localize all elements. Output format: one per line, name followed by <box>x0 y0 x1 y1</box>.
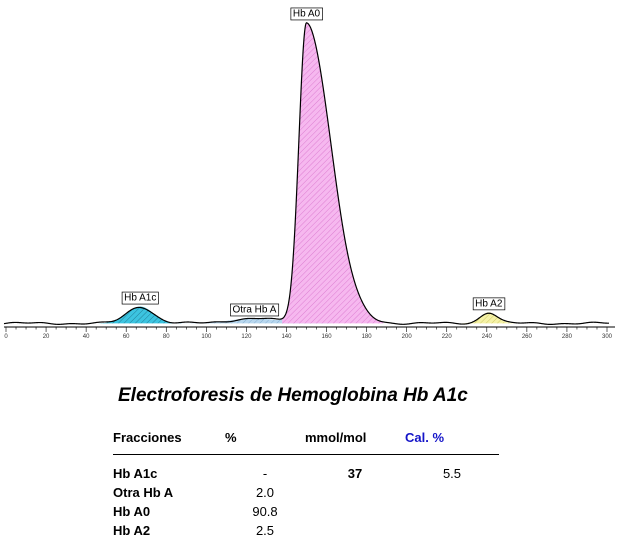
table-row: Hb A2 2.5 <box>113 521 499 540</box>
fraction-percent: 2.0 <box>255 485 275 500</box>
x-tick-label: 200 <box>402 334 413 340</box>
peak-label-box <box>472 297 506 311</box>
table-row: Otra Hb A 2.0 <box>113 483 499 502</box>
x-tick-label: 280 <box>562 334 573 340</box>
peak-label-text: Hb A1c <box>124 293 156 304</box>
x-tick-label: 80 <box>163 334 170 340</box>
spacer-row <box>113 455 499 465</box>
x-tick-label: 240 <box>482 334 493 340</box>
peak-label: Hb A1c <box>121 291 159 305</box>
fraction-percent: 2.5 <box>255 523 275 538</box>
fractions-table: Fracciones % mmol/mol Cal. % Hb A1c - 37… <box>113 428 499 540</box>
peak-label: Otra Hb A <box>230 303 280 317</box>
x-tick-label: 300 <box>602 334 613 340</box>
x-tick-label: 0 <box>4 334 8 340</box>
peak-fills <box>98 22 516 324</box>
x-tick-label: 180 <box>362 334 373 340</box>
x-tick-label: 140 <box>281 334 292 340</box>
x-tick-label: 40 <box>83 334 90 340</box>
fraction-name: Hb A0 <box>113 504 151 519</box>
fraction-cal <box>405 483 499 502</box>
peak-labels: Hb A1c Otra Hb A Hb A0 Hb A2 <box>121 7 506 317</box>
fraction-percent: - <box>262 466 268 481</box>
fraction-mmol <box>305 521 405 540</box>
fraction-percent: 90.8 <box>252 504 278 519</box>
peak-fill <box>282 22 384 324</box>
fraction-name: Hb A1c <box>113 466 158 481</box>
x-tick-label: 100 <box>201 334 212 340</box>
table-header-row: Fracciones % mmol/mol Cal. % <box>113 428 499 455</box>
peak-fill <box>98 306 182 324</box>
fraction-name: Hb A2 <box>113 523 151 538</box>
fraction-mmol <box>305 502 405 521</box>
x-tick-label: 20 <box>43 334 50 340</box>
fraction-mmol <box>305 483 405 502</box>
table-row: Hb A0 90.8 <box>113 502 499 521</box>
x-tick-label: 120 <box>241 334 252 340</box>
fraction-name: Otra Hb A <box>113 485 174 500</box>
fraction-mmol: 37 <box>347 466 363 481</box>
header-mmol: mmol/mol <box>305 428 405 455</box>
table-row: Hb A1c - 37 5.5 <box>113 464 499 483</box>
fraction-cal: 5.5 <box>442 466 462 481</box>
curve-layer <box>3 22 609 325</box>
trace-curve <box>3 22 609 325</box>
report-title: Electroforesis de Hemoglobina Hb A1c <box>118 385 468 406</box>
header-fractions: Fracciones <box>113 428 225 455</box>
peak-label-text: Hb A0 <box>293 8 321 19</box>
peak-label-text: Hb A2 <box>475 298 503 309</box>
fraction-cal <box>405 521 499 540</box>
fraction-cal <box>405 502 499 521</box>
peak-label-box <box>290 7 323 21</box>
peak-label-box <box>230 303 280 317</box>
peak-label-box <box>121 291 159 305</box>
peak-label-text: Otra Hb A <box>232 304 276 315</box>
header-cal: Cal. % <box>405 428 499 455</box>
x-tick-label: 60 <box>123 334 130 340</box>
x-tick-label: 220 <box>442 334 453 340</box>
x-tick-label: 160 <box>322 334 333 340</box>
header-percent: % <box>225 428 305 455</box>
peak-label: Hb A0 <box>290 7 323 21</box>
x-tick-label: 260 <box>522 334 533 340</box>
x-axis: 0 20 40 60 80 100 120 140 160 180 200 220 240 260 280 3… <box>4 326 615 340</box>
peak-label: Hb A2 <box>472 297 506 311</box>
electropherogram-chart: 0 20 40 60 80 100 120 140 160 180 200 220 240 260 280 3… <box>3 7 615 340</box>
